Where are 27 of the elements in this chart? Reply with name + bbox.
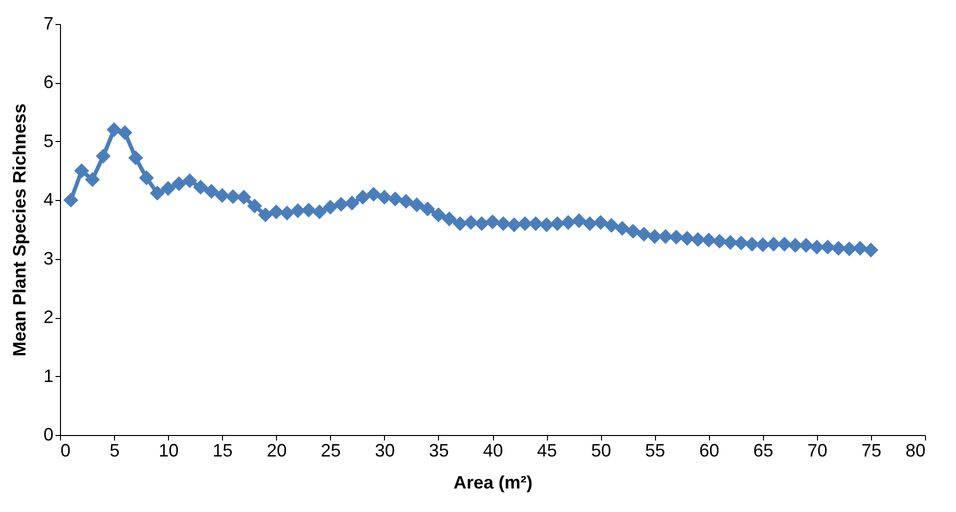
x-tick-label: 45 [537, 440, 558, 460]
x-tick-label: 75 [861, 440, 882, 460]
x-tick-label: 0 [60, 440, 71, 460]
y-tick-label: 7 [43, 14, 54, 34]
x-axis-title: Area (m²) [453, 472, 533, 492]
x-tick-label: 80 [905, 440, 926, 460]
x-tick-label: 65 [753, 440, 774, 460]
x-tick-label: 20 [266, 440, 287, 460]
x-tick-label: 5 [110, 440, 120, 460]
y-tick-label: 6 [43, 72, 54, 92]
x-tick-label: 40 [482, 440, 504, 460]
y-tick-label: 3 [43, 248, 54, 268]
x-tick-label: 60 [699, 440, 720, 460]
y-tick-label: 5 [43, 130, 54, 151]
x-tick-label: 30 [374, 440, 395, 460]
y-tick-label: 1 [43, 366, 54, 386]
x-tick-label: 35 [428, 440, 449, 460]
x-tick-label: 50 [591, 440, 612, 460]
y-tick-label: 0 [43, 424, 54, 444]
x-tick-label: 15 [212, 440, 233, 460]
y-axis-title: Mean Plant Species Richness [9, 103, 30, 357]
x-tick-label: 25 [320, 440, 341, 460]
x-tick-label: 10 [158, 440, 179, 460]
x-tick-label: 55 [645, 440, 666, 460]
y-tick-label: 2 [43, 307, 54, 328]
x-tick-label: 70 [807, 440, 828, 460]
y-tick-label: 4 [43, 190, 54, 210]
